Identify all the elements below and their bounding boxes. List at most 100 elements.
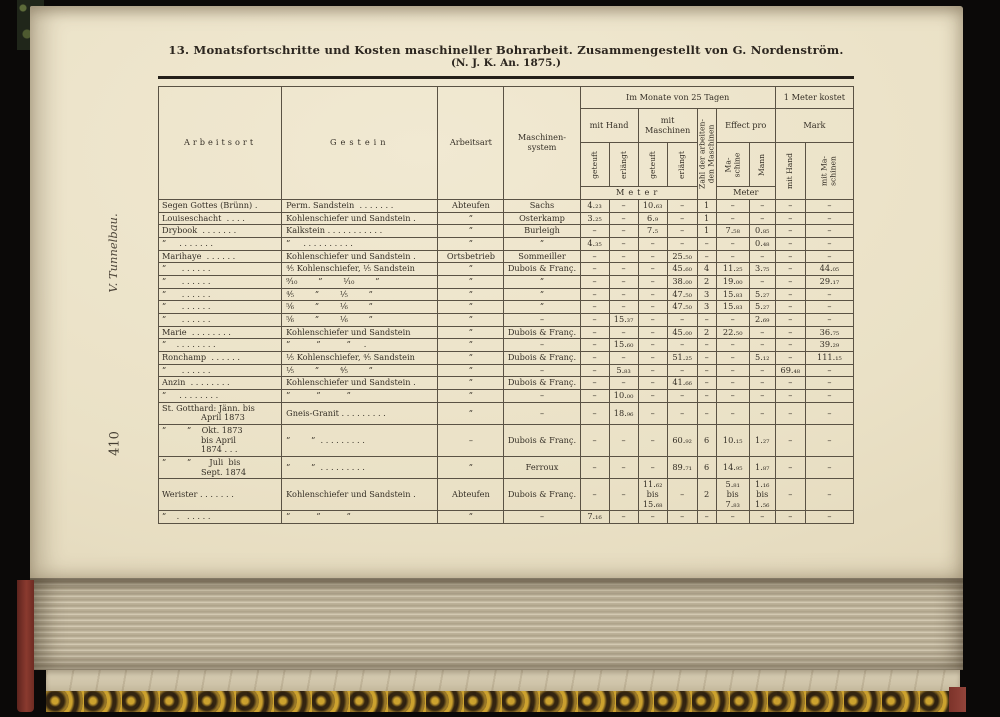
table-row: Segen Gottes (Brünn) . Perm. Sandstein . …	[157, 199, 855, 213]
table-cell: –	[579, 300, 610, 315]
table-cell: –	[608, 211, 639, 226]
table-cell: –	[608, 237, 639, 251]
table-cell: Kohlenschiefer und Sandstein	[281, 325, 439, 340]
table-cell: ⁴⁄₅ ” ¹⁄₅ ”	[281, 287, 439, 302]
table-cell: ”	[503, 287, 581, 302]
table-cell: 47.₅₀	[666, 300, 698, 315]
table-row: ” . . . . . . ¹⁄₅ ” ⁴⁄₅ ”” – –5.₈₃ – – – – –69.₄…	[157, 363, 855, 378]
table-cell: Osterkamp	[503, 211, 581, 226]
table-cell: ¹⁄₅ ” ⁴⁄₅ ”	[281, 363, 439, 378]
table-cell: –	[804, 237, 855, 251]
group-header-1-meter-kostet: 1 Meter kostet	[774, 86, 855, 109]
col-header-geteuft-maschinen: geteuft	[637, 142, 668, 187]
table-cell: –	[579, 249, 610, 264]
table-cell: ”	[437, 211, 505, 226]
table-cell: ” ” ” .	[281, 338, 439, 353]
table-cell: –	[804, 389, 855, 403]
table-cell: ”	[437, 401, 505, 426]
table-cell: ” . . . . . .	[157, 313, 283, 327]
table-cell: 1.₈₇	[748, 456, 776, 480]
table-cell: Drybook . . . . . . .	[157, 224, 283, 239]
table-cell: –	[804, 456, 855, 480]
table-cell: –	[608, 456, 639, 480]
table-cell: ”	[437, 237, 505, 251]
table-cell: –	[715, 199, 750, 213]
table-cell: –	[748, 275, 776, 289]
table-cell: 7.₁₆	[579, 510, 610, 525]
table-cell: –	[774, 262, 806, 277]
table-row: ” . . . . . .” ” ”” –7.₁₆ – – – – – – – –	[157, 510, 855, 525]
table-cell: –	[804, 199, 855, 213]
table-cell: –	[804, 287, 855, 302]
table-cell: –	[804, 249, 855, 264]
table-cell: –	[696, 389, 717, 403]
table-cell: ”	[437, 389, 505, 403]
table-row: ” . . . . . . ⁹⁄₁₀ ” ¹⁄₁₀ ””” – – –38.₀₀ 2 19.…	[157, 275, 855, 289]
table-cell: ”	[437, 351, 505, 365]
table-cell: Burleigh	[503, 224, 581, 239]
table-cell: –	[637, 456, 668, 480]
table-cell: –	[696, 363, 717, 378]
table-cell: –	[715, 510, 750, 525]
table-cell: 44.₀₅	[804, 262, 855, 277]
table-cell: –	[637, 262, 668, 277]
table-cell: –	[748, 401, 776, 426]
table-cell: –	[774, 424, 806, 458]
table-row: Werister . . . . . . . Kohlenschiefer und…	[157, 478, 855, 512]
table-cell: –	[748, 363, 776, 378]
table-cell: ”	[503, 237, 581, 251]
table-cell: 1	[696, 211, 717, 226]
table-cell: –	[608, 424, 639, 458]
table-row: Marie . . . . . . . . Kohlenschiefer und …	[157, 325, 855, 340]
table-cell: 4.₂₃	[579, 199, 610, 213]
table-cell: –	[666, 510, 698, 525]
table-cell: –	[666, 211, 698, 226]
table-cell: Ferroux	[503, 456, 581, 480]
table-cell: 45.₆₀	[666, 262, 698, 277]
table-cell: –	[774, 401, 806, 426]
table-cell: –	[637, 351, 668, 365]
table-cell: ”	[437, 510, 505, 525]
col-header-effect-maschine: Ma- schine	[715, 142, 750, 187]
table-cell: –	[748, 211, 776, 226]
title-rule	[158, 76, 854, 79]
table-cell: –	[748, 249, 776, 264]
table-cell: 4.₃₅	[579, 237, 610, 251]
table-cell: –	[774, 510, 806, 525]
table-cell: ⁵⁄₆ ” ¹⁄₆ ”	[281, 313, 439, 327]
table-cell: –	[804, 424, 855, 458]
table-cell: –	[774, 456, 806, 480]
table-cell: 0.₈₅	[748, 224, 776, 239]
table-cell: –	[608, 199, 639, 213]
col-header-maschinen-system: Maschinen- system	[503, 86, 581, 200]
table-cell: 6.₉	[637, 211, 668, 226]
table-cell: –	[774, 275, 806, 289]
table-cell: Kohlenschiefer und Sandstein .	[281, 249, 439, 264]
table-cell: 18.₉₆	[608, 401, 639, 426]
table-cell: –	[748, 510, 776, 525]
table-cell: ”	[437, 275, 505, 289]
table-cell: 11.₂₅	[715, 262, 750, 277]
geteuft-label: geteuft	[647, 150, 657, 179]
table-cell: 15.₆₀	[608, 338, 639, 353]
table-cell: –	[503, 338, 581, 353]
table-cell: ”	[437, 313, 505, 327]
table-cell: –	[608, 275, 639, 289]
table-cell: –	[666, 363, 698, 378]
table-row: ” . . . . . . ⁴⁄₅ ” ¹⁄₅ ””” – – –47.₅₀ 3 15.₈₃…	[157, 287, 855, 302]
table-row: ” ” Juli bis Sept. 1874” ” . . . . . . .…	[157, 456, 855, 480]
table-cell: –	[637, 237, 668, 251]
table-cell: Kohlenschiefer und Sandstein .	[281, 211, 439, 226]
table-row: ” . . . . . . . .” ” ” .” – –15.₆₀ – – – – – –39…	[157, 338, 855, 353]
table-cell: 3.₂₅	[579, 211, 610, 226]
table-cell: ”	[437, 363, 505, 378]
table-cell: 41.₆₆	[666, 376, 698, 391]
table-cell: –	[637, 389, 668, 403]
table-cell: ⁹⁄₁₀ ” ¹⁄₁₀ ”	[281, 275, 439, 289]
kosten-mit-maschinen-label: mit Ma- schinen	[819, 156, 838, 186]
table-cell: Louiseschacht . . . .	[157, 211, 283, 226]
table-cell: –	[637, 325, 668, 340]
table-cell: Anzin . . . . . . . .	[157, 376, 283, 391]
table-cell: –	[804, 478, 855, 512]
table-cell: –	[774, 478, 806, 512]
